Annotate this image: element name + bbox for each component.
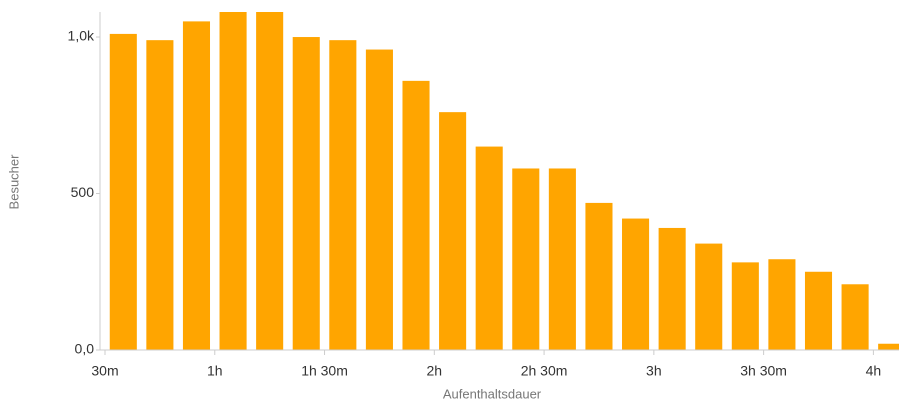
x-tick-label: 2h 30m: [521, 363, 568, 379]
y-axis-title: Besucher: [6, 154, 21, 210]
x-tick-label: 4h: [866, 363, 882, 379]
bar: [768, 259, 796, 350]
bar: [109, 33, 137, 350]
bar: [439, 112, 467, 350]
y-tick-label: 1,0k: [68, 28, 95, 44]
bar: [804, 271, 833, 350]
bar: [585, 202, 613, 350]
x-tick-label: 3h: [646, 363, 662, 379]
bar: [512, 168, 540, 350]
bar: [658, 227, 686, 350]
x-tick-label: 2h: [427, 363, 443, 379]
x-tick-label: 30m: [91, 363, 118, 379]
bar: [548, 168, 576, 350]
bar: [402, 80, 430, 350]
x-axis-title: Aufenthaltsdauer: [443, 386, 542, 401]
x-tick-label: 3h 30m: [740, 363, 787, 379]
bar: [256, 12, 284, 350]
bars: [109, 12, 899, 351]
bar: [622, 218, 650, 350]
bar: [329, 40, 357, 351]
y-tick-label: 500: [71, 184, 95, 200]
bar: [878, 343, 899, 350]
bar: [695, 243, 723, 350]
bar: [146, 40, 174, 351]
bar: [475, 146, 503, 350]
bar: [182, 21, 211, 351]
bar: [841, 284, 869, 350]
bar: [731, 262, 759, 350]
x-tick-label: 1h: [207, 363, 223, 379]
x-tick-label: 1h 30m: [301, 363, 348, 379]
bar: [365, 49, 393, 351]
bar: [219, 12, 247, 350]
y-tick-label: 0,0: [75, 341, 95, 357]
bar: [292, 37, 320, 350]
